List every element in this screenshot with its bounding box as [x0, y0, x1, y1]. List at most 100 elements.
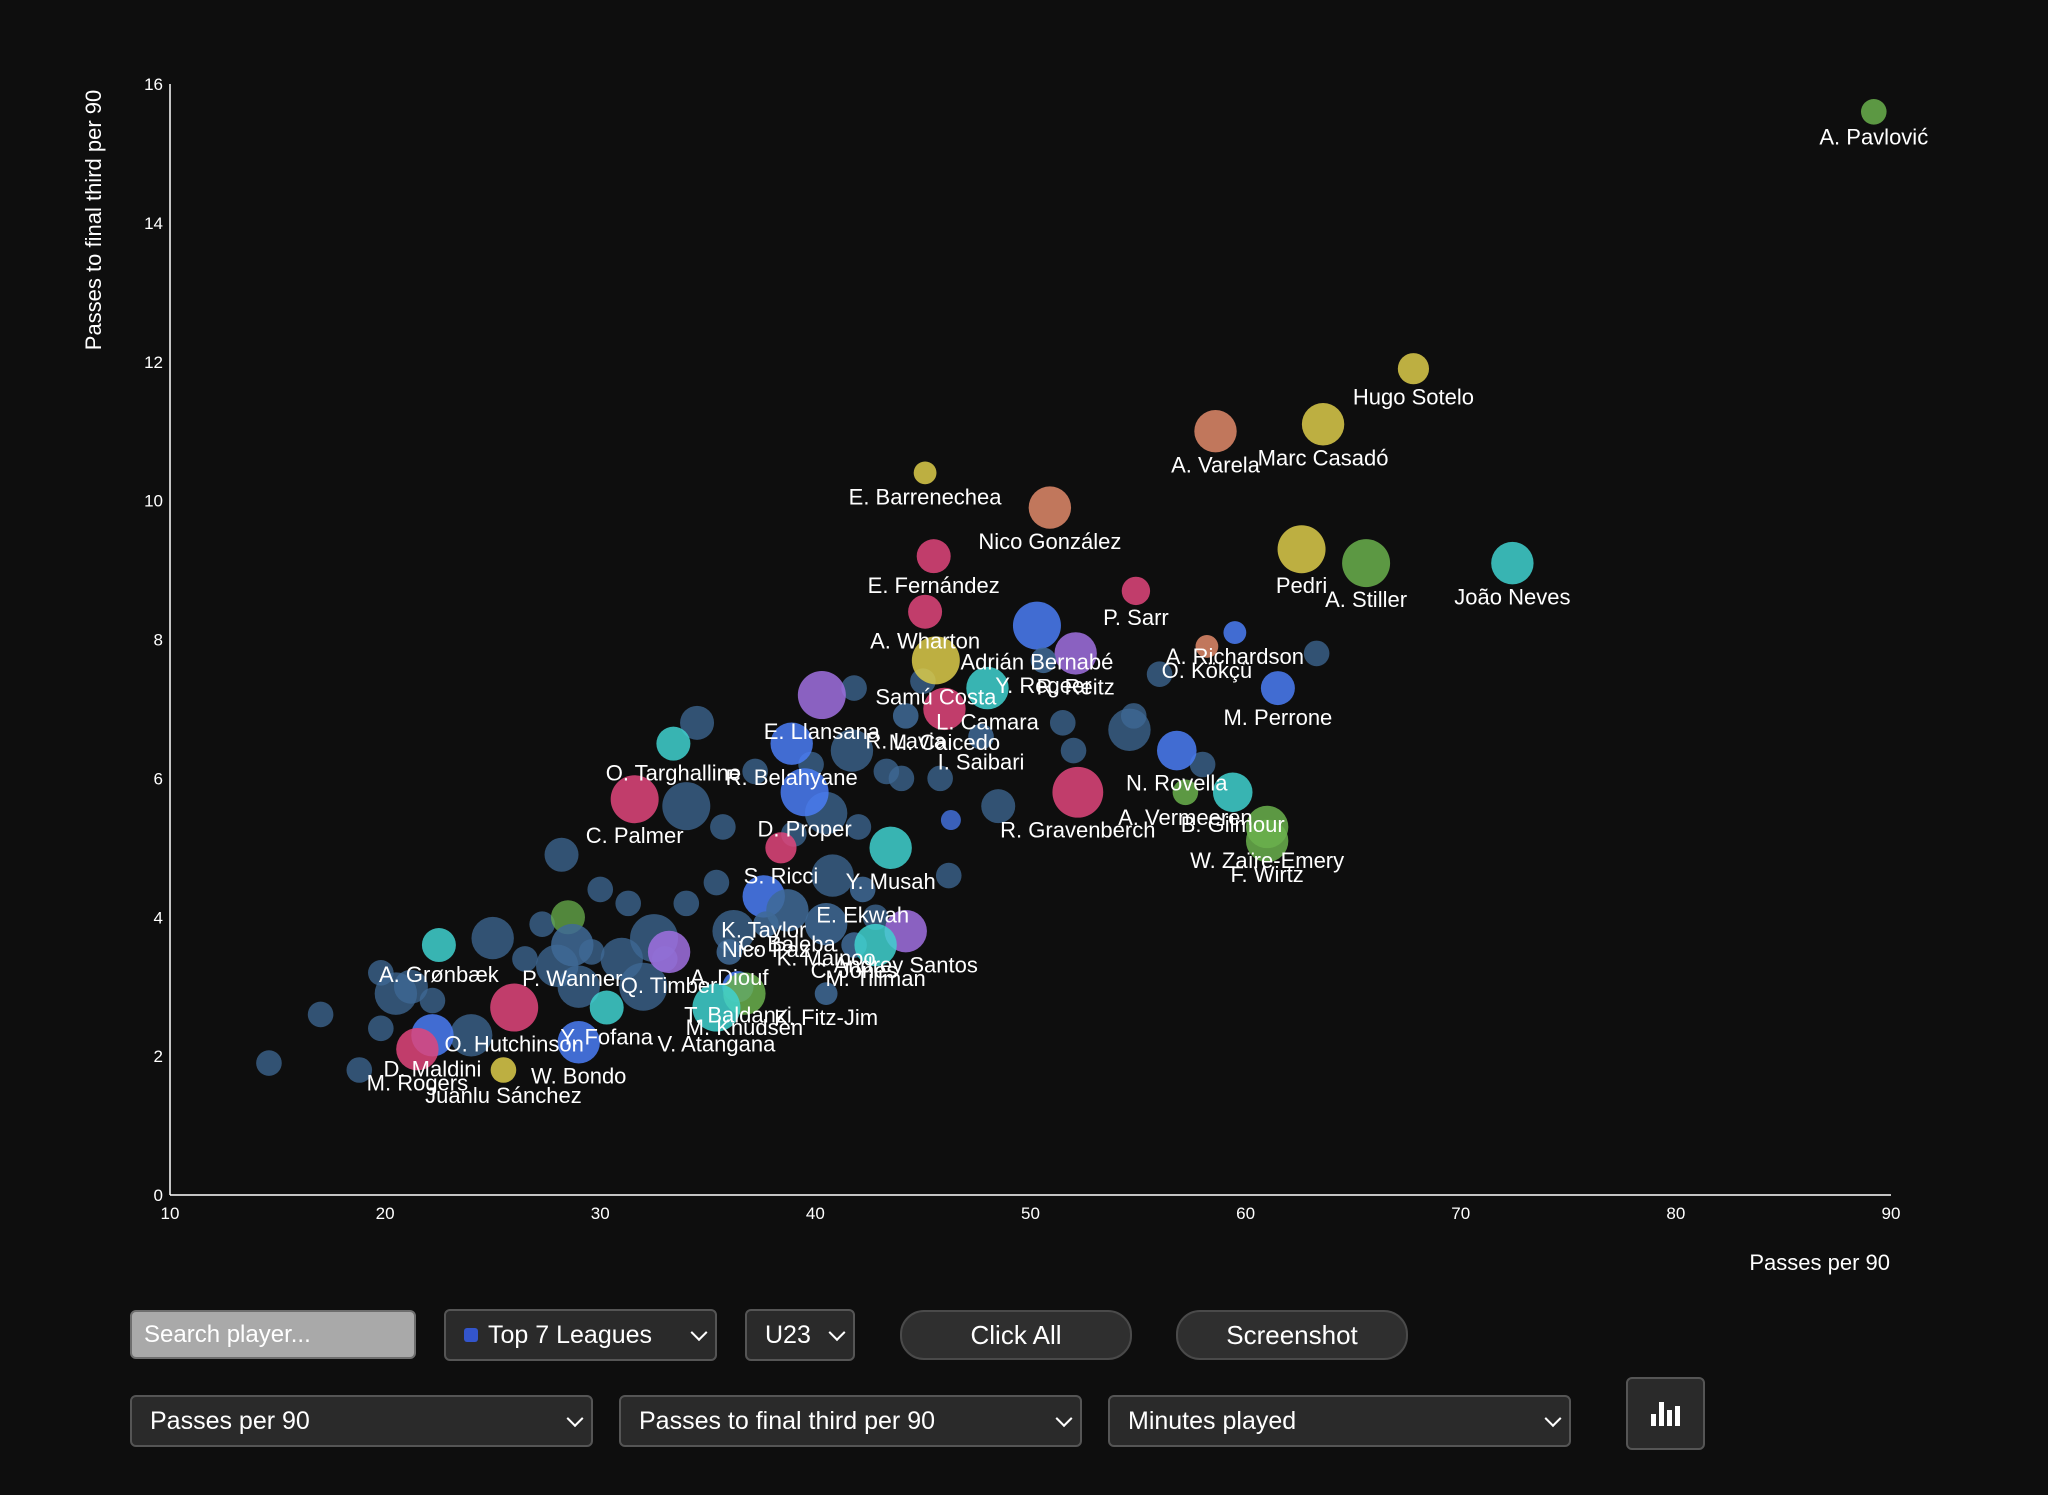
scatter-point[interactable]	[662, 782, 711, 831]
scatter-point[interactable]	[1189, 751, 1216, 778]
scatter-point[interactable]	[544, 837, 579, 872]
y-tick-label: 16	[144, 75, 163, 94]
scatter-point[interactable]	[449, 1014, 493, 1057]
scatter-point[interactable]	[393, 969, 428, 1004]
scatter-point-labeled[interactable]	[1052, 766, 1104, 818]
scatter-point-labeled[interactable]	[968, 723, 994, 750]
scatter-point-labeled[interactable]	[1012, 601, 1061, 650]
scatter-point[interactable]	[557, 965, 600, 1008]
scatter-point-labeled[interactable]	[797, 671, 846, 720]
scatter-point-labeled[interactable]	[421, 928, 456, 963]
scatter-point[interactable]	[587, 876, 614, 903]
age-select[interactable]: U23	[745, 1309, 855, 1361]
scatter-point-labeled[interactable]	[396, 1027, 439, 1071]
size-metric-select[interactable]: Minutes played	[1108, 1395, 1571, 1447]
y-metric-select[interactable]: Passes to final third per 90	[619, 1395, 1082, 1447]
scatter-point-labeled[interactable]	[716, 939, 743, 965]
scatter-point-labeled[interactable]	[1195, 635, 1219, 658]
chart-toggle-button[interactable]	[1626, 1377, 1705, 1450]
scatter-point-labeled[interactable]	[1491, 541, 1534, 585]
scatter-point-labeled[interactable]	[814, 982, 838, 1006]
scatter-point-labeled[interactable]	[692, 983, 741, 1032]
scatter-point-labeled[interactable]	[1342, 539, 1391, 588]
scatter-point-labeled[interactable]	[849, 876, 876, 903]
scatter-point[interactable]	[346, 1057, 373, 1083]
scatter-point[interactable]	[1120, 703, 1147, 729]
scatter-point[interactable]	[830, 729, 874, 772]
scatter-point[interactable]	[841, 675, 867, 701]
scatter-point-labeled[interactable]	[780, 768, 829, 817]
scatter-point[interactable]	[710, 814, 736, 840]
scatter-point-labeled[interactable]	[1030, 647, 1057, 674]
point-label: Y. Fofana	[560, 1025, 653, 1050]
x-metric-select[interactable]: Passes per 90	[130, 1395, 593, 1447]
scatter-point-labeled[interactable]	[551, 923, 594, 967]
scatter-point[interactable]	[935, 862, 962, 889]
point-label: E. Barrenechea	[849, 484, 1003, 509]
scatter-point-labeled[interactable]	[1054, 632, 1097, 675]
scatter-point-labeled[interactable]	[892, 703, 919, 729]
scatter-point[interactable]	[529, 911, 555, 937]
scatter-point-labeled[interactable]	[1397, 353, 1430, 385]
scatter-point-labeled[interactable]	[557, 1021, 600, 1064]
scatter-point-labeled[interactable]	[589, 990, 624, 1025]
scatter-point[interactable]	[742, 758, 768, 785]
scatter-point[interactable]	[307, 1001, 334, 1028]
search-input[interactable]	[130, 1310, 416, 1359]
scatter-point-labeled[interactable]	[854, 923, 897, 967]
scatter-point[interactable]	[471, 916, 514, 960]
scatter-point[interactable]	[680, 705, 715, 740]
scatter-point-labeled[interactable]	[770, 722, 813, 765]
click-all-button[interactable]: Click All	[900, 1310, 1132, 1360]
scatter-point[interactable]	[940, 810, 961, 831]
scatter-point[interactable]	[1060, 737, 1087, 764]
scatter-point-labeled[interactable]	[966, 666, 1009, 710]
scatter-point[interactable]	[1049, 710, 1076, 736]
scatter-point[interactable]	[512, 946, 538, 972]
scatter-point[interactable]	[862, 904, 889, 931]
scatter-point-labeled[interactable]	[1194, 409, 1237, 453]
scatter-point[interactable]	[256, 1050, 282, 1076]
scatter-point-labeled[interactable]	[1260, 671, 1295, 706]
scatter-point-labeled[interactable]	[916, 539, 951, 574]
scatter-point[interactable]	[419, 987, 446, 1014]
scatter-point-labeled[interactable]	[765, 832, 797, 864]
scatter-point[interactable]	[845, 814, 872, 840]
scatter-point[interactable]	[615, 890, 642, 917]
scatter-point-labeled[interactable]	[1028, 486, 1072, 529]
scatter-point-labeled[interactable]	[490, 983, 539, 1032]
scatter-point-labeled[interactable]	[610, 775, 659, 824]
league-select[interactable]: Top 7 Leagues	[444, 1309, 717, 1361]
scatter-point-labeled[interactable]	[1301, 403, 1345, 446]
scatter-point[interactable]	[1303, 640, 1330, 667]
scatter-point[interactable]	[981, 789, 1016, 824]
scatter-point-labeled[interactable]	[1223, 621, 1247, 644]
scatter-point-labeled[interactable]	[908, 594, 943, 629]
scatter-point[interactable]	[703, 869, 730, 896]
scatter-point[interactable]	[1146, 661, 1173, 688]
scatter-point-labeled[interactable]	[1121, 576, 1151, 606]
x-metric-value: Passes per 90	[150, 1406, 310, 1435]
scatter-point-labeled[interactable]	[804, 902, 848, 946]
scatter-point-labeled[interactable]	[647, 930, 691, 974]
scatter-point-labeled[interactable]	[913, 461, 937, 485]
screenshot-button[interactable]: Screenshot	[1176, 1310, 1408, 1360]
scatter-point-labeled[interactable]	[1277, 525, 1326, 574]
scatter-point-labeled[interactable]	[1156, 730, 1197, 771]
scatter-point[interactable]	[888, 765, 915, 792]
scatter-point-labeled[interactable]	[753, 911, 779, 937]
scatter-point-labeled[interactable]	[490, 1057, 517, 1083]
scatter-point-labeled[interactable]	[923, 687, 966, 731]
scatter-point-labeled[interactable]	[1172, 779, 1199, 806]
scatter-point[interactable]	[619, 962, 668, 1011]
scatter-point[interactable]	[927, 765, 953, 792]
scatter-point-labeled[interactable]	[656, 726, 691, 761]
scatter-point-labeled[interactable]	[911, 636, 960, 685]
scatter-point[interactable]	[811, 854, 854, 897]
scatter-point-labeled[interactable]	[1245, 819, 1289, 863]
scatter-point[interactable]	[368, 1015, 394, 1042]
scatter-point[interactable]	[673, 890, 700, 917]
scatter-point-labeled[interactable]	[869, 826, 912, 870]
scatter-point-labeled[interactable]	[1860, 98, 1887, 125]
scatter-point-labeled[interactable]	[1212, 772, 1253, 813]
